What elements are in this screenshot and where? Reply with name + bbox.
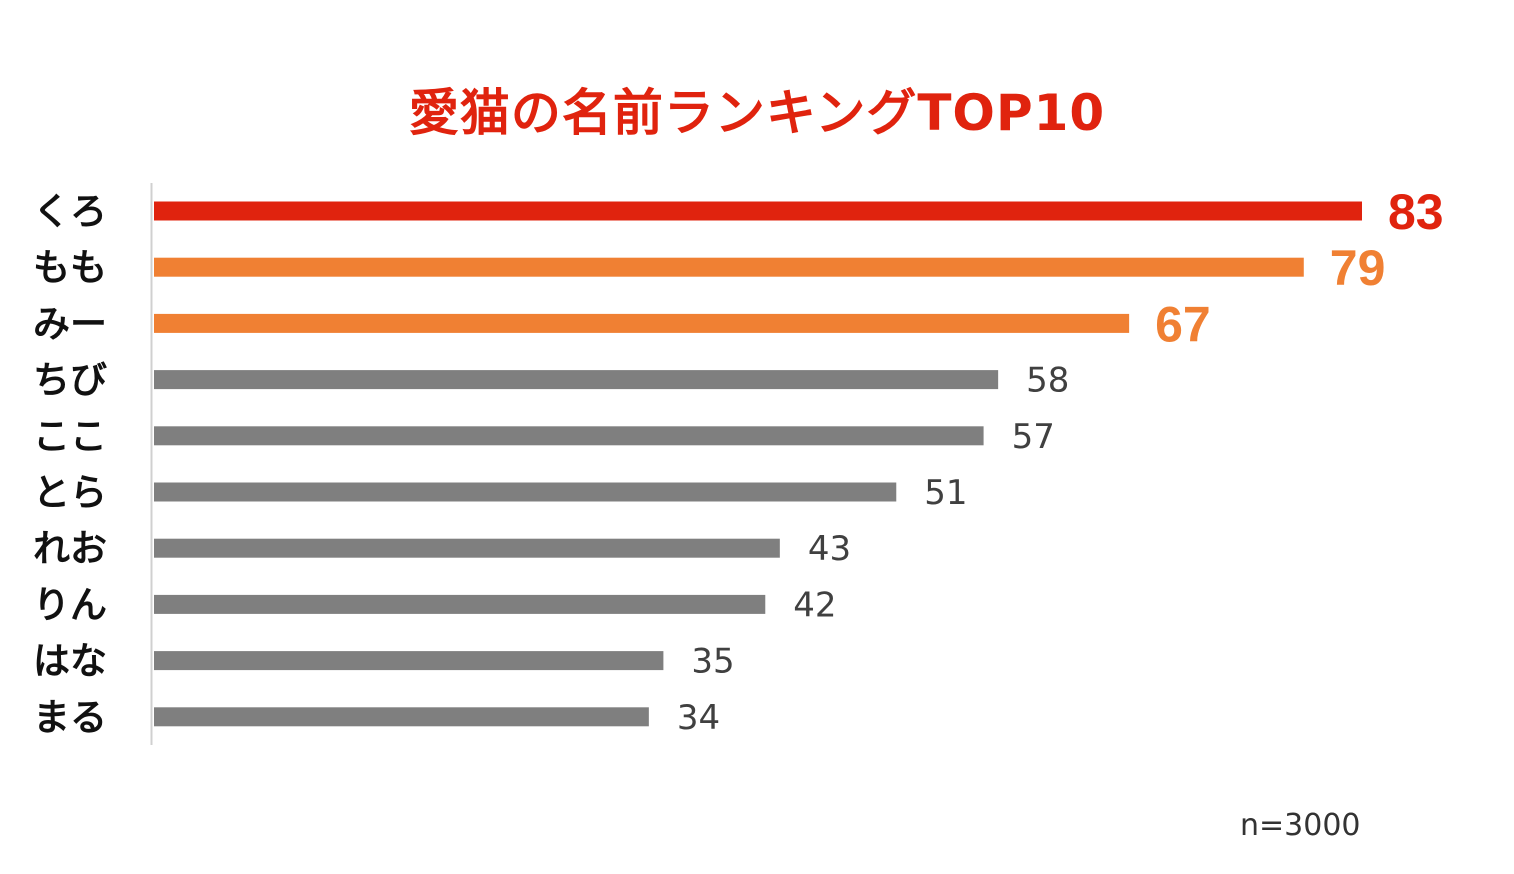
- value-label-2: 79: [1330, 240, 1386, 296]
- bar-2: [154, 257, 1304, 277]
- value-label-4: 58: [1026, 361, 1069, 401]
- value-label-3: 67: [1155, 296, 1211, 352]
- category-label-7: れお: [33, 527, 107, 570]
- value-label-1: 83: [1388, 184, 1444, 240]
- value-label-9: 35: [691, 642, 734, 682]
- category-label-1: くろ: [33, 190, 107, 233]
- category-label-2: もも: [33, 246, 107, 289]
- chart-title: 愛猫の名前ランキングTOP10: [408, 84, 1106, 142]
- category-label-3: みー: [33, 302, 107, 345]
- bar-9: [154, 651, 664, 671]
- bar-1: [154, 201, 1362, 221]
- bar-8: [154, 594, 766, 614]
- category-label-5: ここ: [33, 415, 107, 458]
- sample-size-note: n=3000: [1240, 808, 1361, 843]
- bar-4: [154, 370, 999, 390]
- bar-6: [154, 482, 897, 502]
- value-label-8: 42: [793, 585, 836, 625]
- category-label-9: はな: [33, 640, 107, 683]
- bar-3: [154, 313, 1130, 333]
- bars-group: くろ 83 もも 79 みー 67 ちび 58 ここ 57 とら 51 れお 43 りん 42 はな 35 まる 34: [33, 184, 1444, 739]
- value-label-10: 34: [677, 698, 720, 738]
- category-label-4: ちび: [33, 359, 107, 402]
- value-label-5: 57: [1012, 417, 1055, 457]
- value-label-7: 43: [808, 529, 851, 569]
- category-label-6: とら: [33, 471, 107, 514]
- category-label-10: まる: [33, 696, 107, 739]
- value-label-6: 51: [924, 473, 967, 513]
- bar-7: [154, 538, 780, 558]
- category-label-8: りん: [33, 583, 107, 626]
- bar-5: [154, 426, 984, 446]
- bar-10: [154, 707, 649, 727]
